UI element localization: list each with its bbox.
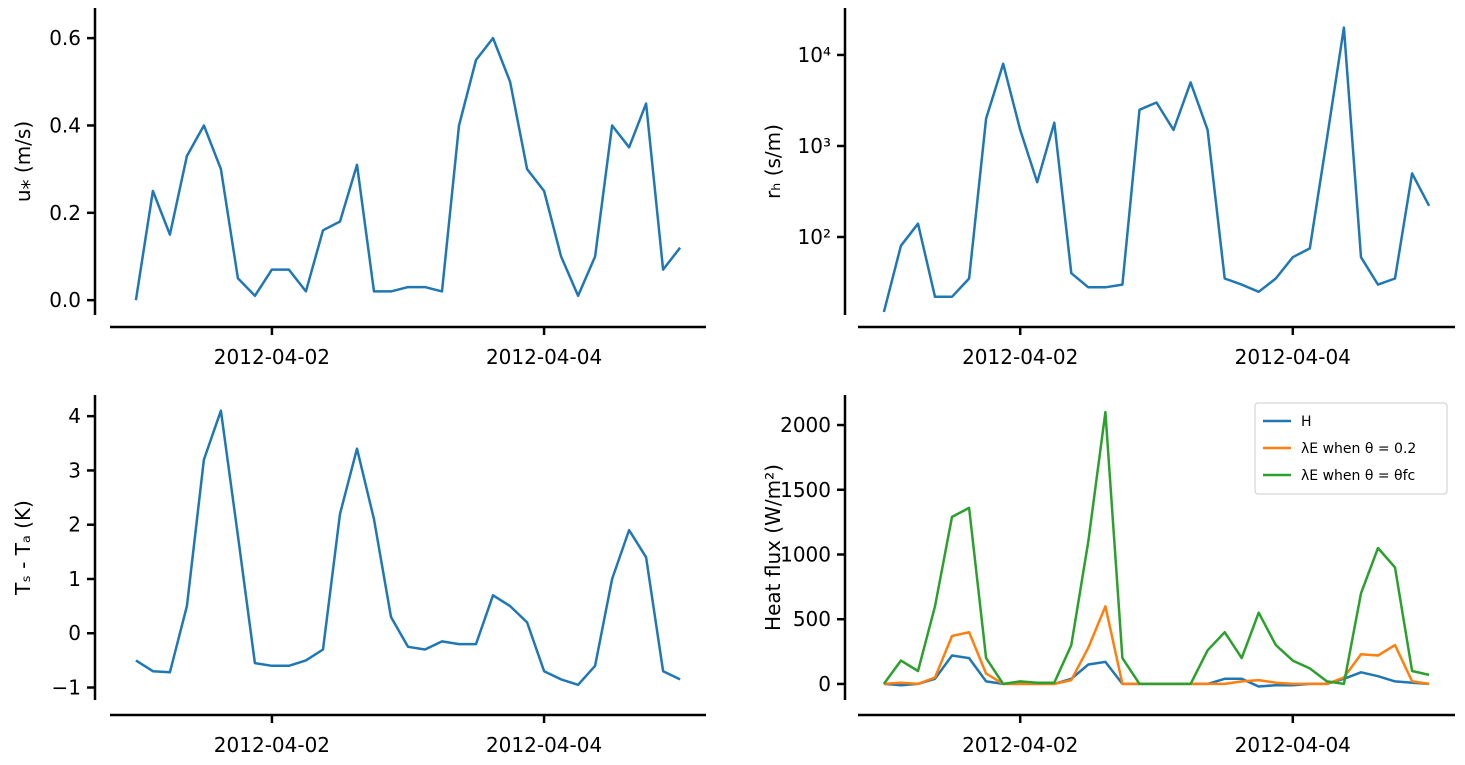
line — [134, 36, 682, 301]
y-tick-label: 0.0 — [49, 288, 81, 312]
x-tick-label: 2012-04-02 — [962, 345, 1078, 369]
y-tick-label: 10² — [798, 225, 831, 249]
y-tick-label: −1 — [52, 676, 81, 700]
x-tick-label: 2012-04-04 — [1235, 345, 1351, 369]
y-tick-label: 2000 — [780, 413, 831, 437]
y-tick-label: 500 — [793, 607, 831, 631]
legend: HλE when θ = 0.2 λE when θ = θfc — [1254, 402, 1448, 495]
y-tick-label: 10³ — [798, 134, 831, 158]
subplot: 0.0 0.2 0.4 0.6 2012-04-02 2012-04-04 u⁎ (m/s) — [11, 8, 706, 369]
line — [882, 410, 1430, 686]
y-axis-label: Tₛ - Tₐ (K) — [11, 500, 35, 596]
x-tick-label: 2012-04-04 — [1235, 733, 1351, 757]
x-tick-label: 2012-04-02 — [962, 733, 1078, 757]
x-tick-label: 2012-04-04 — [486, 733, 602, 757]
y-tick-label: 10⁴ — [798, 43, 831, 67]
subplot: 10² 10³ 10⁴ 2012-04-02 2012-04-04 rₕ (s/m) — [761, 8, 1455, 369]
legend-label: λE when θ = θfc — [1301, 468, 1415, 484]
subplot: 0 500 1000 1500 2000 2012-04-02 2012-04-04 Heat… — [761, 395, 1455, 757]
y-tick-label: 2 — [68, 513, 81, 537]
y-tick-label: 3 — [68, 458, 81, 482]
y-axis-label: Heat flux (W/m²) — [761, 464, 785, 631]
y-tick-label: 0.2 — [49, 201, 81, 225]
legend-label: λE when θ = 0.2 — [1301, 441, 1416, 457]
y-tick-label: 4 — [68, 404, 81, 428]
y-tick-label: 0.4 — [49, 113, 81, 137]
x-tick-label: 2012-04-04 — [486, 345, 602, 369]
y-tick-label: 0.6 — [49, 26, 81, 50]
legend-box — [1254, 402, 1448, 495]
y-axis-label: rₕ (s/m) — [761, 124, 785, 199]
x-tick-label: 2012-04-02 — [214, 345, 330, 369]
line — [135, 409, 681, 687]
y-tick-label: 1 — [68, 567, 81, 591]
y-tick-label: 1000 — [780, 542, 831, 566]
y-axis-label: u⁎ (m/s) — [11, 121, 35, 202]
y-tick-label: 0 — [68, 621, 81, 645]
subplot: −1 0 1 2 3 4 2012-04-02 2012-04-04 Tₛ - Tₐ (K) — [11, 395, 706, 757]
legend-label: H — [1301, 414, 1312, 430]
x-tick-label: 2012-04-02 — [214, 733, 330, 757]
y-tick-label: 0 — [818, 672, 831, 696]
y-tick-label: 1500 — [780, 478, 831, 502]
line — [882, 26, 1431, 313]
